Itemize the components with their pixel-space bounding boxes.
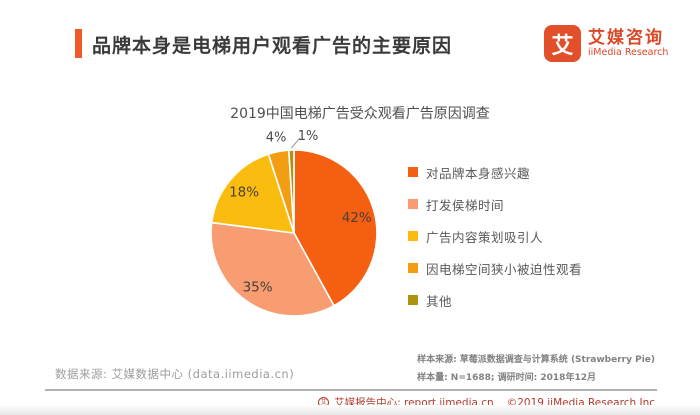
pie-leader-line — [290, 137, 301, 149]
legend-item: 广告内容策划吸引人 — [408, 220, 582, 252]
iimedia-logo-icon: 艾 — [544, 25, 581, 62]
pie-slice-label: 42% — [342, 210, 372, 226]
pie-slice — [210, 153, 295, 234]
legend-label: 广告内容策划吸引人 — [426, 229, 544, 245]
legend-swatch-icon — [408, 199, 418, 209]
chart-title: 2019中国电梯广告受众观看广告原因调查 — [230, 106, 490, 122]
sample-source-note: 样本来源: 草莓派数据调查与计算系统 (Strawberry Pie) — [417, 355, 655, 365]
logo-name-cn: 艾媒咨询 — [588, 27, 664, 48]
legend-item: 对品牌本身感兴趣 — [408, 156, 582, 188]
data-source-note: 数据来源: 艾媒数据中心 (data.iimedia.cn) — [55, 367, 295, 381]
legend-label: 打发侯梯时间 — [426, 197, 505, 213]
pie-slice — [288, 149, 295, 234]
pie-chart: 42% 35% 18% 4% 1% — [210, 129, 378, 317]
legend-label: 其他 — [426, 293, 453, 309]
footer-divider — [45, 389, 657, 391]
pie-slice-label: 1% — [298, 129, 319, 144]
logo-name-en: iiMedia Research — [588, 47, 669, 59]
pie-slice-label: 18% — [229, 185, 259, 201]
pie-slice — [293, 149, 378, 307]
title-accent-bar — [75, 29, 82, 58]
pie-slice — [210, 221, 335, 317]
chart-legend: 对品牌本身感兴趣 打发侯梯时间 广告内容策划吸引人 因电梯空间狭小被迫性观看 其… — [408, 156, 582, 316]
legend-item: 打发侯梯时间 — [408, 188, 582, 220]
legend-item: 其他 — [408, 284, 582, 316]
pie-slice-label: 4% — [266, 131, 287, 146]
sample-size-note: 样本量: N=1688; 调研时间: 2018年12月 — [417, 372, 596, 383]
legend-swatch-icon — [408, 167, 418, 177]
bottom-edge-shading — [0, 405, 700, 415]
legend-swatch-icon — [408, 295, 418, 305]
legend-swatch-icon — [408, 231, 418, 241]
pie-slice-label: 35% — [243, 280, 273, 296]
sample-notes: 样本来源: 草莓派数据调查与计算系统 (Strawberry Pie) 样本量:… — [417, 352, 655, 387]
page-title: 品牌本身是电梯用户观看广告的主要原因 — [92, 35, 453, 57]
legend-item: 因电梯空间狭小被迫性观看 — [408, 252, 582, 284]
iimedia-logo-text: 艾媒咨询 iiMedia Research — [588, 27, 669, 59]
legend-swatch-icon — [408, 263, 418, 273]
legend-label: 因电梯空间狭小被迫性观看 — [426, 261, 583, 277]
iimedia-logo: 艾 艾媒咨询 iiMedia Research — [544, 25, 668, 62]
legend-label: 对品牌本身感兴趣 — [426, 165, 531, 181]
